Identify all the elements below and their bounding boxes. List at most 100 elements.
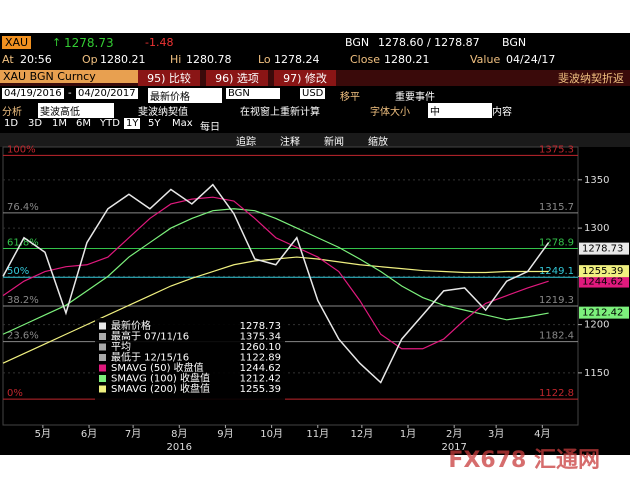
tool-button[interactable]: 新闻: [324, 137, 344, 148]
src: BGN: [345, 36, 370, 49]
menu-button[interactable]: 95) 比较: [138, 70, 200, 86]
security: XAU BGN Curncy: [0, 70, 138, 83]
fib-value: 1182.4: [539, 331, 574, 342]
period-button[interactable]: 每日: [200, 122, 220, 133]
ohlc-value: 20:56: [20, 53, 52, 66]
fib-label: 61.8%: [7, 237, 39, 248]
fib-values[interactable]: 斐波纳契值: [138, 107, 188, 118]
legend-value: 1278.73: [240, 321, 281, 332]
menu-button[interactable]: 96) 选项: [206, 70, 268, 86]
watermark: FX678 汇通网: [448, 448, 600, 473]
ohlc-key: Close: [350, 53, 380, 66]
font-size[interactable]: 中: [428, 103, 492, 118]
last-value-label: 1255.39: [582, 266, 623, 277]
last-value-box: [579, 242, 629, 255]
content[interactable]: 图表内容: [472, 107, 512, 118]
legend-swatch: [99, 375, 106, 382]
recalc[interactable]: 在视窗上重新计算: [240, 107, 320, 118]
legend-name: 最新价格: [111, 319, 151, 332]
plot-area: [2, 146, 579, 426]
legend-value: 1122.89: [240, 353, 281, 364]
legend-swatch: [99, 354, 106, 361]
legend-swatch: [99, 322, 106, 330]
legend-box: [95, 318, 285, 406]
fib-label: 76.4%: [7, 202, 39, 213]
source[interactable]: BGN: [226, 88, 280, 99]
legend-swatch: [99, 333, 106, 340]
fib-value: 1278.9: [539, 237, 574, 248]
tool-button[interactable]: 缩放: [368, 137, 388, 148]
period-button[interactable]: 3D: [28, 118, 43, 129]
tool-button[interactable]: 追踪: [236, 137, 256, 148]
fib-label: 0%: [7, 388, 23, 399]
x-tick-label: 10月: [260, 428, 283, 440]
fib-label: 23.6%: [7, 331, 39, 342]
currency[interactable]: USD: [300, 88, 326, 99]
legend-swatch: [99, 343, 106, 351]
analysis-label: 分析: [2, 107, 22, 118]
smooth[interactable]: 移平: [340, 92, 360, 103]
ohlc-key: Hi: [170, 53, 182, 66]
dash: -: [68, 88, 72, 99]
menu-button[interactable]: 97) 修改: [274, 70, 336, 86]
period-button[interactable]: 1Y: [124, 118, 141, 129]
field[interactable]: 最新价格: [148, 88, 222, 103]
date-to[interactable]: 04/20/2017: [76, 88, 138, 99]
legend-value: 1375.34: [240, 332, 281, 343]
last-value-box: [579, 275, 629, 288]
period-button[interactable]: 6M: [76, 118, 91, 129]
fib-value: 1122.8: [539, 388, 574, 399]
last: 1278.73: [64, 36, 114, 50]
legend-swatch: [99, 364, 106, 372]
font-label: 字体大小: [370, 107, 410, 118]
study: 斐波纳契折返: [558, 72, 624, 85]
ohlc-value: 04/24/17: [506, 53, 556, 66]
x-tick-label: 3月: [488, 428, 504, 440]
date-from[interactable]: 04/19/2016: [2, 88, 64, 99]
period-button[interactable]: Max: [172, 118, 193, 129]
fib-label: 50%: [7, 266, 29, 277]
ohlc-value: 1280.78: [186, 53, 232, 66]
series-line: [2, 256, 549, 364]
analysis-study[interactable]: 斐波高低: [38, 103, 114, 118]
x-tick-label: 9月: [217, 428, 233, 440]
fib-label: 100%: [7, 144, 36, 155]
tool-button[interactable]: 注释: [280, 137, 300, 148]
period-button[interactable]: YTD: [100, 118, 120, 129]
period-button[interactable]: 1D: [4, 118, 19, 129]
quote-row: XAU ↑ 1278.73 -1.48 BGN 1278.60 / 1278.8…: [0, 36, 630, 51]
ohlc-key: Op: [82, 53, 98, 66]
fib-value: 1315.7: [539, 202, 574, 213]
x-tick-label: 11月: [306, 428, 329, 440]
ohlc-key: Value: [470, 53, 501, 66]
legend-name: SMAVG (200) 收盘值: [111, 382, 210, 395]
x-tick-label: 4月: [534, 428, 550, 440]
legend-name: 最高于 07/11/16: [111, 330, 189, 343]
ohlc-value: 1280.21: [100, 53, 146, 66]
last-value-label: 1244.62: [582, 277, 623, 288]
legend-name: 平均: [111, 341, 131, 353]
last-value-label: 1278.73: [582, 244, 623, 255]
bid-ask: 1278.60 / 1278.87: [378, 36, 480, 49]
x-tick-label: 12月: [350, 428, 373, 440]
legend-value: 1244.62: [240, 363, 281, 374]
fib-value: 1219.3: [539, 295, 574, 306]
analysis-row: 分析 斐波高低 斐波纳契值 在视窗上重新计算 字体大小 中 图表内容: [0, 103, 630, 118]
legend-name: SMAVG (100) 收盘值: [111, 372, 210, 385]
series-line: [2, 196, 549, 350]
period-button[interactable]: 1M: [52, 118, 67, 129]
y-tick-label: 1300: [584, 223, 609, 234]
y-tick-label: 1350: [584, 175, 609, 186]
fib-label: 38.2%: [7, 295, 39, 306]
legend-name: SMAVG (50) 收盘值: [111, 361, 204, 374]
year-label: 2017: [441, 442, 466, 453]
ohlc-key: At: [2, 53, 14, 66]
legend-value: 1255.39: [240, 384, 281, 395]
events[interactable]: 重要事件: [395, 92, 435, 103]
ticker: XAU: [2, 36, 32, 49]
x-tick-label: 2月: [446, 428, 462, 440]
period-button[interactable]: 5Y: [148, 118, 161, 129]
series-line: [2, 183, 550, 384]
